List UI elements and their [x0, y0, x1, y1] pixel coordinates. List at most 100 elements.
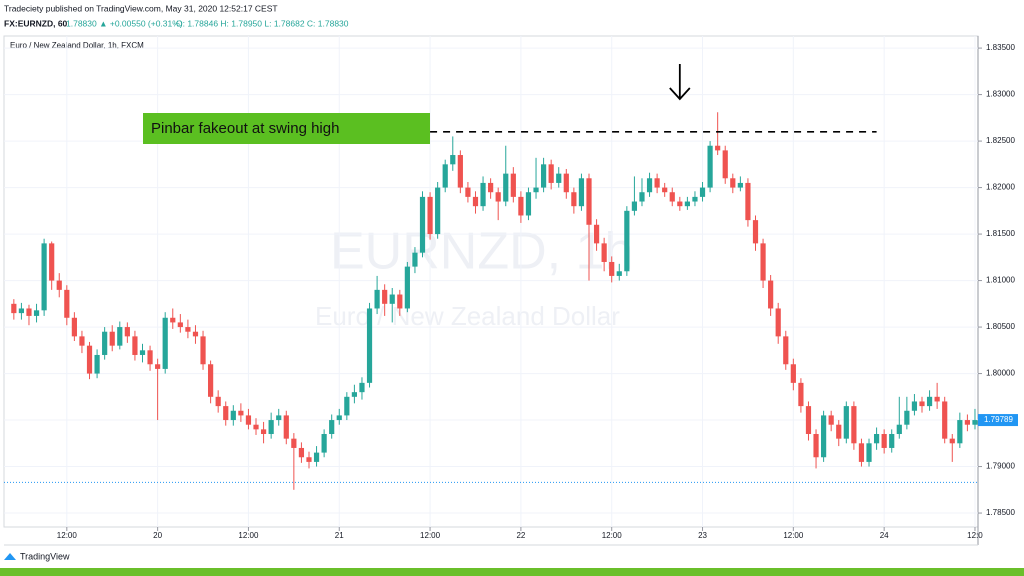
candle-body [64, 289, 70, 318]
y-tick-label: 1.80500 [986, 322, 1015, 331]
candle-body [79, 336, 85, 346]
candle-body [858, 443, 865, 462]
candle-body [934, 396, 940, 402]
candle-body [624, 210, 630, 272]
y-tick-label: 1.80000 [986, 369, 1015, 378]
candle-body [366, 308, 373, 383]
candle-body [457, 155, 463, 188]
candle-body [609, 261, 615, 276]
x-tick-label: 24 [880, 531, 889, 540]
watermark: EURNZD, 1h [330, 223, 633, 281]
candle-body [821, 415, 827, 458]
candle-body [525, 192, 532, 216]
candle-body [768, 280, 774, 309]
candle-body [616, 271, 622, 276]
candle-body [805, 406, 812, 435]
candle-body [745, 182, 751, 221]
candle-body [253, 424, 259, 430]
candle-body [86, 345, 93, 374]
chart-title: Euro / New Zealand Dollar, 1h, FXCM [10, 41, 144, 50]
candle-body [783, 336, 789, 365]
candle-body [843, 406, 849, 439]
candle-body [646, 178, 653, 193]
header-line: Tradeciety published on TradingView.com,… [4, 3, 278, 13]
candle-body [662, 187, 668, 193]
last-price-tag [978, 414, 1018, 427]
annotation-text: Pinbar fakeout at swing high [151, 120, 339, 137]
candle-body [313, 452, 320, 462]
y-tick-label: 1.79000 [986, 462, 1015, 471]
candle-body [873, 434, 880, 444]
candle-body [442, 164, 448, 188]
candle-body [245, 415, 252, 425]
candle-body [533, 187, 539, 193]
candle-body [722, 150, 728, 179]
candle-body [230, 410, 236, 421]
candle-body [223, 406, 229, 421]
candle-body [654, 178, 660, 188]
candle-body [162, 317, 168, 369]
candle-body [752, 220, 759, 244]
candle-body [775, 308, 781, 337]
header-ohlc: O: 1.78846 H: 1.78950 L: 1.78682 C: 1.78… [176, 18, 349, 28]
y-tick-label: 1.78500 [986, 508, 1015, 517]
candle-body [942, 401, 948, 439]
candle-body [851, 406, 857, 444]
candle-body [699, 187, 706, 197]
y-tick-label: 1.83000 [986, 90, 1015, 99]
candle-body [563, 173, 569, 193]
candle-body [503, 173, 509, 202]
candle-body [760, 243, 766, 281]
x-tick-label: 12:00 [602, 531, 623, 540]
x-tick-label: 12:00 [57, 531, 78, 540]
y-tick-label: 1.82500 [986, 136, 1015, 145]
candle-body [382, 289, 388, 304]
candle-body [450, 155, 456, 165]
candle-body [926, 396, 933, 407]
candle-body [972, 420, 978, 425]
candle-body [896, 424, 902, 435]
candle-body [707, 145, 713, 188]
brand: TradingView [20, 551, 70, 561]
candle-body [510, 173, 516, 197]
candle-body [260, 429, 267, 435]
annotation-box [143, 113, 430, 144]
candle-body [185, 327, 191, 332]
candle-body [919, 401, 925, 407]
candle-body [866, 443, 872, 462]
candle-body [631, 201, 638, 211]
bottom-bar [0, 568, 1024, 576]
candle-body [881, 434, 887, 448]
candle-body [949, 438, 955, 444]
y-tick-label: 1.82000 [986, 183, 1015, 192]
candle-body [49, 243, 55, 281]
candle-body [71, 317, 77, 337]
candle-body [132, 336, 138, 355]
candle-body [18, 308, 25, 314]
candle-body [684, 201, 690, 207]
candle-body [117, 327, 123, 346]
x-tick-label: 12:0 [967, 531, 983, 540]
candle-body [208, 364, 214, 397]
candle-body [155, 364, 161, 369]
candle-body [715, 145, 721, 151]
candle-body [147, 350, 153, 365]
candle-body [321, 434, 327, 453]
plot-layer: 1.785001.790001.795001.800001.805001.810… [4, 36, 1018, 540]
candle-body [192, 331, 199, 337]
candle-body [488, 182, 494, 193]
candle-body [836, 424, 842, 439]
candle-body [170, 317, 176, 323]
x-tick-label: 22 [516, 531, 525, 540]
candle-body [677, 201, 683, 207]
candle-body [94, 354, 100, 374]
x-tick-label: 12:00 [783, 531, 804, 540]
candle-body [298, 447, 305, 458]
candle-body [465, 187, 471, 197]
candle-body [427, 196, 433, 235]
candle-body [578, 178, 585, 207]
candle-body [480, 182, 486, 207]
candle-body [351, 392, 357, 397]
candle-body [419, 196, 426, 253]
candle-body [556, 173, 562, 183]
